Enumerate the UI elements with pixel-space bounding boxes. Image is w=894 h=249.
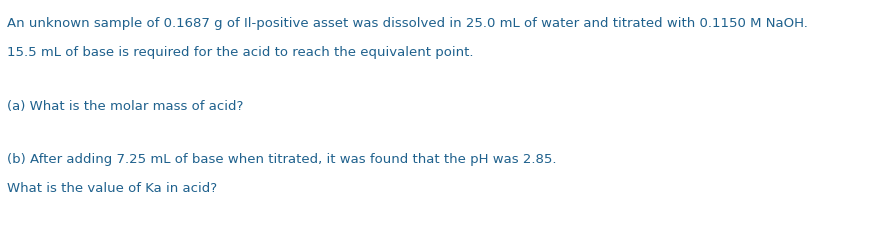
Text: An unknown sample of 0.1687 g of Il-positive asset was dissolved in 25.0 mL of w: An unknown sample of 0.1687 g of Il-posi… (7, 17, 807, 30)
Text: What is the value of Ka in acid?: What is the value of Ka in acid? (7, 182, 217, 195)
Text: 15.5 mL of base is required for the acid to reach the equivalent point.: 15.5 mL of base is required for the acid… (7, 46, 473, 59)
Text: (a) What is the molar mass of acid?: (a) What is the molar mass of acid? (7, 100, 243, 113)
Text: (b) After adding 7.25 mL of base when titrated, it was found that the pH was 2.8: (b) After adding 7.25 mL of base when ti… (7, 153, 556, 166)
